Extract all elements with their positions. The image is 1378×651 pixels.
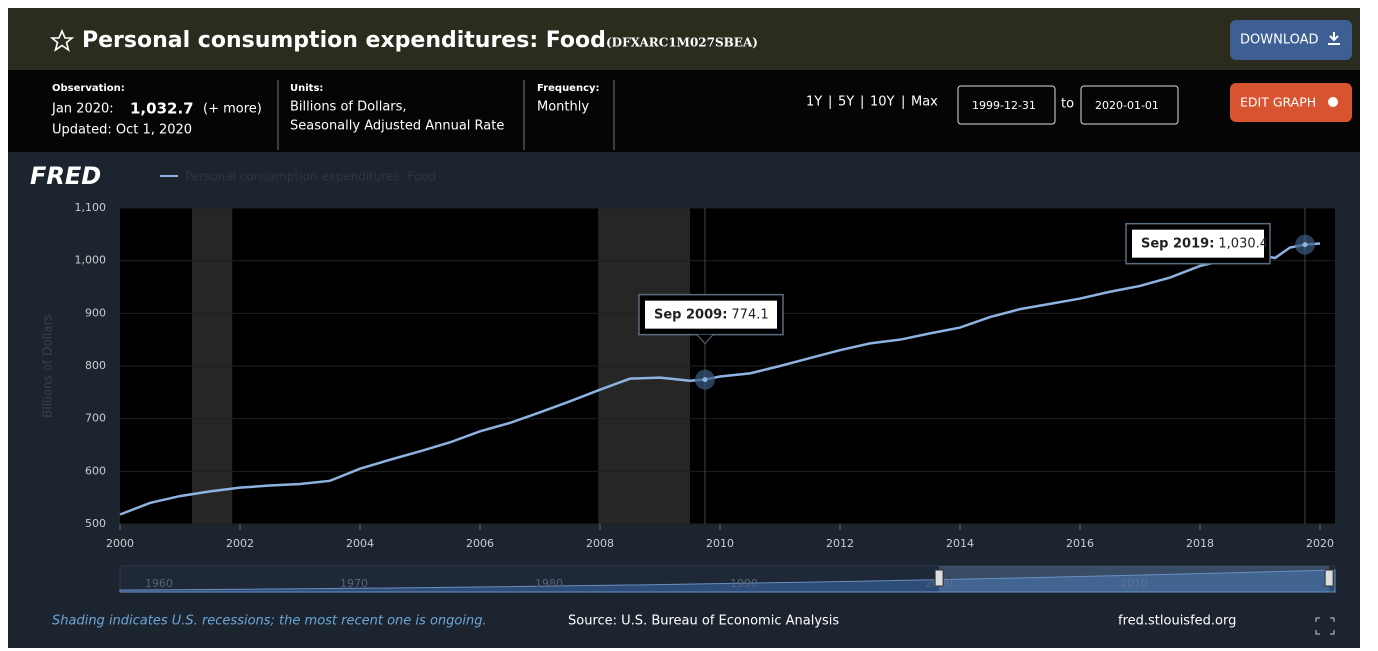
x-tick-label: 2014 [946,537,974,550]
x-tick-label: 2020 [1306,537,1334,550]
x-tick-label: 2016 [1066,537,1094,550]
x-tick-label: 2010 [706,537,734,550]
updated: Updated: Oct 1, 2020 [52,123,192,138]
star-icon[interactable] [49,28,75,52]
y-tick-label: 1,100 [75,201,107,214]
frequency: Monthly [537,100,589,115]
units-label: Units: [290,83,323,94]
x-tick-label: 2004 [346,537,374,550]
hover-dot [1302,242,1308,248]
obs-date: Jan 2020: [51,102,114,117]
series-line [119,242,1321,516]
y-tick-label: 600 [85,464,106,477]
y-tick-label: 500 [85,517,106,530]
logo: FRED [30,162,101,190]
y-tick-label: 1,000 [75,254,107,267]
end-input[interactable] [1080,85,1179,125]
navigator-tick-label: 2010 [1120,577,1148,590]
range-5y[interactable]: 5Y [838,95,854,110]
range-1y[interactable]: 1Y [806,95,822,110]
y-axis-label: Billions of Dollars [41,314,55,418]
hover-dot [702,377,708,383]
note: Shading indicates U.S. recessions; the m… [52,614,487,629]
range-sep: | [828,95,832,110]
tooltip-label: Sep 2019: [1141,236,1214,251]
x-tick-label: 2000 [106,537,134,550]
tooltip-value: 774.1 [731,307,768,322]
tooltip [1132,229,1264,258]
edit-label: EDIT GRAPH [1240,95,1316,110]
source: Source: U.S. Bureau of Economic Analysis [568,614,839,629]
download-icon [1328,32,1340,45]
tooltip [645,300,777,329]
legend-label: Personal consumption expenditures: Food [185,170,436,184]
y-tick-label: 700 [85,412,106,425]
series-id: (DFXARC1M027SBEA) [606,36,758,50]
x-tick-label: 2018 [1186,537,1214,550]
x-tick-label: 2008 [586,537,614,550]
navigator-handle[interactable] [934,569,944,587]
tooltip-text: Sep 2009: 774.1 [654,307,769,322]
obs-value: 1,032.7 [130,100,194,118]
units-2: Seasonally Adjusted Annual Rate [290,119,504,134]
download-button[interactable] [1230,20,1352,60]
info-bar [8,70,1360,152]
start-input[interactable] [957,85,1056,125]
navigator-selection [939,566,1330,592]
header-bar [8,8,1360,70]
freq-label: Frequency: [537,83,600,94]
tooltip-label: Sep 2009: [654,307,727,322]
range-max[interactable]: Max [911,95,938,110]
x-tick-label: 2002 [226,537,254,550]
navigator-area [119,569,1336,593]
title: Personal consumption expenditures: Food [82,28,606,53]
site: fred.stlouisfed.org [1118,614,1236,629]
tooltip-text: Sep 2019: 1,030.4 [1141,236,1268,251]
range-10y[interactable]: 10Y [870,95,895,110]
navigator-tick-label: 1990 [730,577,758,590]
to-label: to [1061,97,1074,112]
y-tick-label: 800 [85,359,106,372]
range-sep: | [860,95,864,110]
navigator-handle[interactable] [1324,569,1334,587]
fullscreen-icon[interactable] [1315,617,1335,635]
navigator-tick-label: 1970 [340,577,368,590]
start-date: 1999-12-31 [972,99,1036,112]
range-sep: | [901,95,905,110]
units-1: Billions of Dollars, [290,100,407,115]
y-tick-label: 900 [85,306,106,319]
gear-icon [1328,97,1338,107]
tooltip-pointer [696,334,714,345]
x-tick-label: 2012 [826,537,854,550]
x-tick-label: 2006 [466,537,494,550]
navigator-tick-label: 1960 [145,577,173,590]
end-date: 2020-01-01 [1095,99,1159,112]
obs-label: Observation: [52,83,125,94]
navigator-tick-label: 1980 [535,577,563,590]
tooltip-value: 1,030.4 [1218,236,1268,251]
obs-more[interactable]: (+ more) [203,102,262,117]
edit-button[interactable] [1230,83,1352,122]
download-label: DOWNLOAD [1240,33,1319,48]
